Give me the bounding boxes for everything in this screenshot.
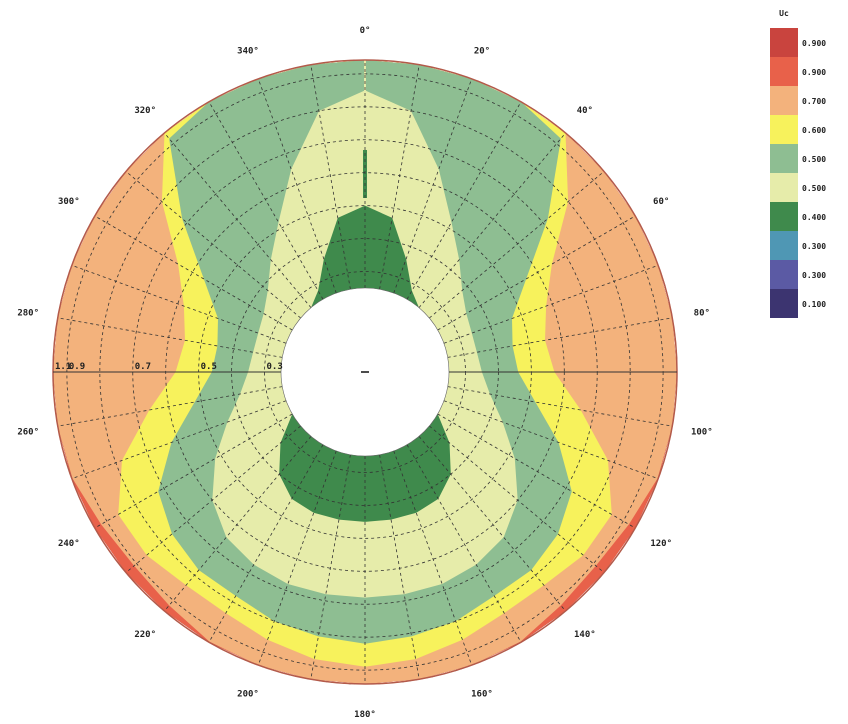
- angle-tick-label: 120°: [650, 539, 672, 549]
- legend-swatch: [770, 115, 798, 144]
- legend-swatch: [770, 57, 798, 86]
- grid-spoke: [418, 436, 566, 612]
- legend-label: 0.900: [802, 39, 826, 48]
- legend-label: 0.700: [802, 97, 826, 106]
- angle-tick-label: 40°: [577, 106, 593, 116]
- radial-tick-label: 0.9: [69, 362, 85, 372]
- grid-spoke: [429, 171, 605, 319]
- legend-label: 0.400: [802, 213, 826, 222]
- legend-swatch: [770, 86, 798, 115]
- grid-spoke: [379, 454, 420, 680]
- radial-tick-label: 0.7: [135, 362, 151, 372]
- angle-tick-label: 180°: [354, 710, 376, 720]
- grid-spoke: [208, 444, 324, 643]
- legend-label: 0.100: [802, 300, 826, 309]
- legend-label: 0.900: [802, 68, 826, 77]
- angle-tick-label: 300°: [58, 197, 80, 207]
- legend-title: Uc: [779, 9, 789, 18]
- radial-tick-label: 0.5: [201, 362, 217, 372]
- legend-swatch: [770, 28, 798, 57]
- grid-spoke: [447, 317, 673, 358]
- grid-spoke: [379, 64, 420, 290]
- color-legend: Uc 0.900 0.900 0.700 0.600 0.500 0.500 0.400 0.3…: [770, 9, 826, 318]
- grid-spoke: [94, 215, 293, 331]
- grid-spoke: [71, 400, 287, 480]
- grid-spoke: [257, 450, 337, 666]
- grid-spoke: [57, 317, 283, 358]
- grid-spoke: [418, 132, 566, 308]
- grid-spoke: [257, 78, 337, 294]
- grid-spoke: [208, 101, 324, 300]
- legend-swatch: [770, 231, 798, 260]
- grid-spoke: [406, 444, 522, 643]
- radial-tick-label: 0.3: [267, 362, 283, 372]
- grid-spoke: [393, 450, 473, 666]
- angle-tick-label: 280°: [17, 309, 39, 319]
- grid-spoke: [310, 64, 351, 290]
- angle-tick-label: 100°: [691, 427, 713, 437]
- grid-spoke: [125, 425, 301, 573]
- polar-plot-area: 0° 20° 40° 60° 80° 100° 120° 140° 160° 180° 200° 22…: [17, 26, 712, 720]
- grid-spoke: [437, 413, 636, 529]
- angle-tick-label: 60°: [653, 197, 669, 207]
- legend-swatch: [770, 144, 798, 173]
- angle-tick-label: 80°: [694, 309, 710, 319]
- grid-spoke: [393, 78, 473, 294]
- grid-spoke: [310, 454, 351, 680]
- grid-spoke: [443, 264, 659, 344]
- legend-label: 0.300: [802, 271, 826, 280]
- grid-spoke: [164, 436, 312, 612]
- radial-tick-label: 1.1: [55, 362, 71, 372]
- legend-label: 0.500: [802, 184, 826, 193]
- angle-tick-label: 220°: [134, 630, 156, 640]
- angle-tick-label: 340°: [237, 47, 259, 57]
- grid-spoke: [437, 215, 636, 331]
- angle-tick-label: 240°: [58, 539, 80, 549]
- grid-spoke: [429, 425, 605, 573]
- angle-tick-label: 0°: [360, 26, 371, 36]
- legend-swatch: [770, 202, 798, 231]
- legend-swatch: [770, 289, 798, 318]
- angle-tick-label: 260°: [17, 427, 39, 437]
- grid-spoke: [164, 132, 312, 308]
- angle-tick-label: 20°: [474, 47, 490, 57]
- grid-spoke: [447, 386, 673, 427]
- legend-swatch: [770, 260, 798, 289]
- angle-tick-label: 160°: [471, 689, 493, 699]
- angle-tick-label: 320°: [134, 106, 156, 116]
- angle-tick-label: 140°: [574, 630, 596, 640]
- grid-spoke: [125, 171, 301, 319]
- grid-spoke: [94, 413, 293, 529]
- legend-label: 0.600: [802, 126, 826, 135]
- legend-swatch: [770, 173, 798, 202]
- grid-spoke: [443, 400, 659, 480]
- legend-label: 0.500: [802, 155, 826, 164]
- grid-spoke: [57, 386, 283, 427]
- angle-tick-label: 200°: [237, 689, 259, 699]
- grid-spoke: [71, 264, 287, 344]
- grid-spoke: [406, 101, 522, 300]
- legend-label: 0.300: [802, 242, 826, 251]
